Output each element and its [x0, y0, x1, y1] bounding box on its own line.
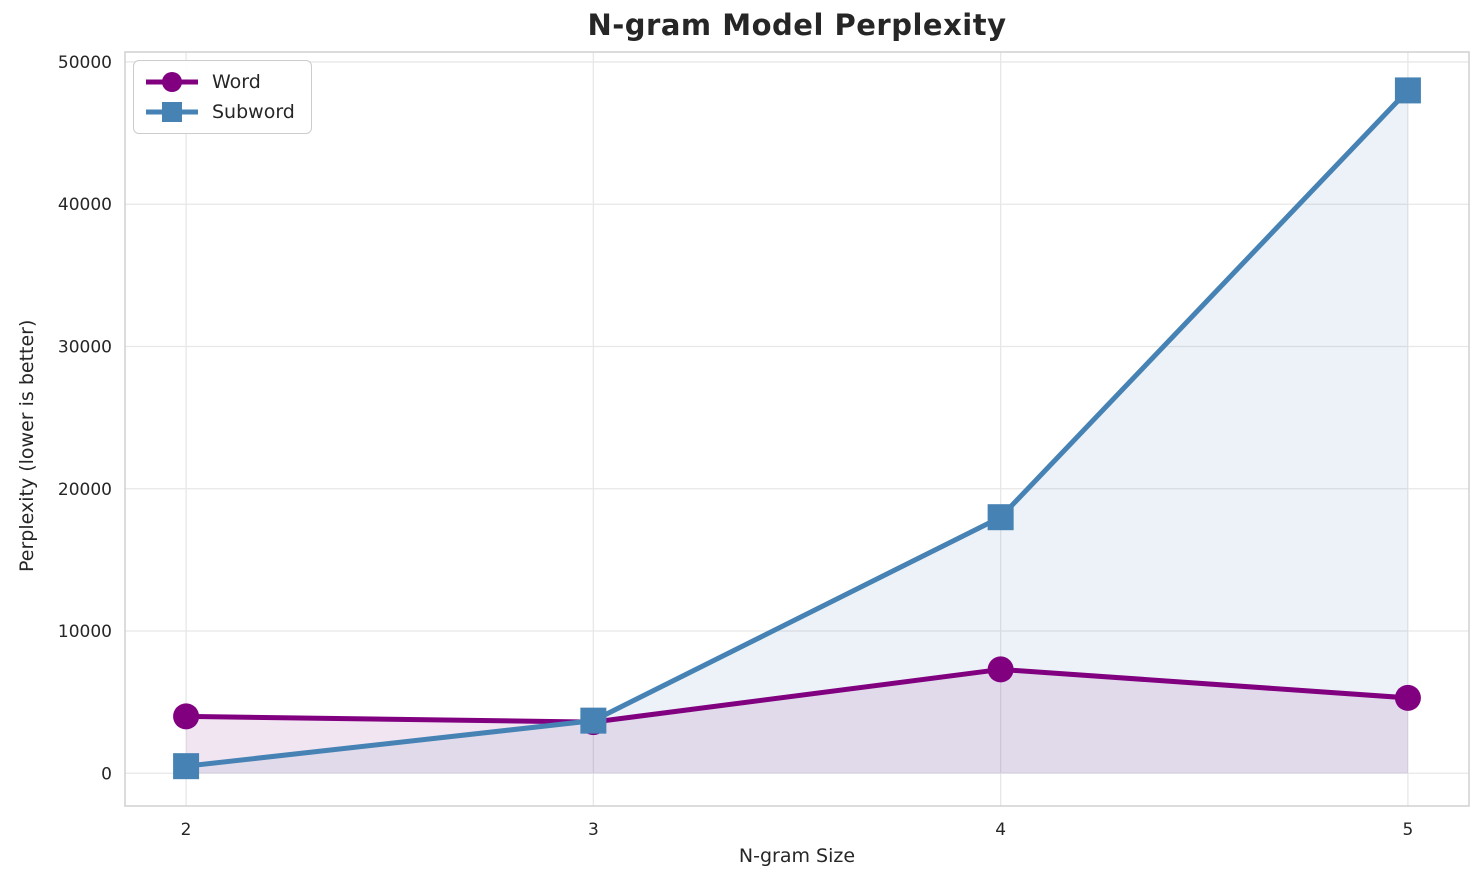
x-axis-label: N-gram Size — [738, 845, 856, 867]
data-point-subword — [173, 753, 200, 780]
series-line-word — [183, 666, 1411, 725]
legend: Word Subword — [133, 60, 312, 134]
legend-label-word: Word — [212, 71, 261, 93]
y-tick-label: 30000 — [58, 337, 112, 357]
y-tick-label: 40000 — [58, 195, 112, 215]
x-tick-label: 4 — [995, 820, 1006, 840]
data-point-subword — [580, 707, 607, 734]
y-tick-label: 20000 — [58, 480, 112, 500]
y-tick-label: 50000 — [58, 53, 112, 73]
area-fill-subword — [186, 90, 1408, 774]
x-tick-label: 3 — [588, 820, 599, 840]
x-tick-label: 2 — [181, 820, 192, 840]
y-axis-label: Perplexity (lower is better) — [16, 319, 38, 572]
axes-spines — [124, 51, 1470, 807]
y-tick-label: 0 — [101, 764, 112, 784]
x-tick-label: 5 — [1402, 820, 1413, 840]
series-line-subword — [183, 87, 1411, 769]
subword-series-marker-icon — [146, 102, 198, 122]
area-fill-word — [186, 669, 1408, 774]
y-tick-label: 10000 — [58, 622, 112, 642]
legend-entry-subword: Subword — [144, 98, 295, 126]
data-point-word — [173, 703, 200, 730]
legend-label-subword: Subword — [212, 101, 295, 123]
data-point-subword — [987, 504, 1014, 531]
data-point-word — [987, 656, 1014, 683]
chart-title: N-gram Model Perplexity — [587, 8, 1007, 42]
data-point-subword — [1394, 77, 1421, 104]
word-series-marker-icon — [146, 72, 198, 92]
data-point-word — [1394, 684, 1421, 711]
legend-entry-word: Word — [144, 68, 295, 96]
